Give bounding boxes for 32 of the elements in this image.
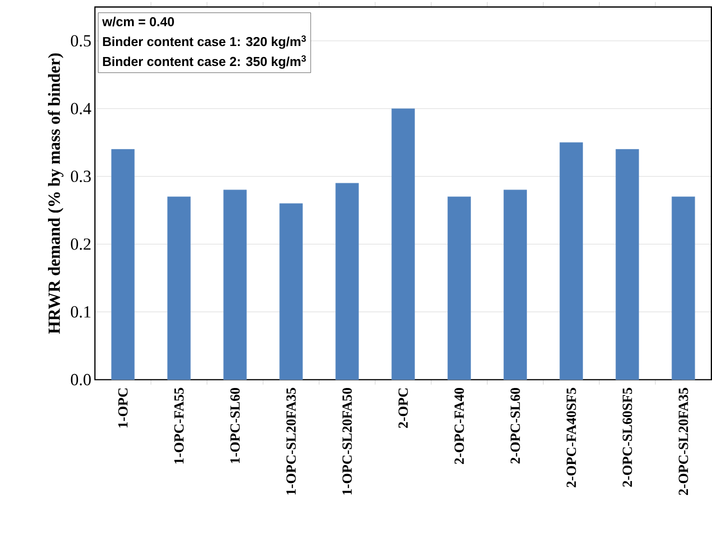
y-tick-label: 0.0 [70,374,91,386]
bar [391,108,415,380]
x-tick-label: 1-OPC-SL60 [230,388,240,464]
y-axis-title: HRWR demand (% by mass of binder) [48,54,64,334]
bar [616,149,640,380]
y-tick-label: 0.5 [70,35,91,47]
bar [448,196,471,380]
y-tick-label: 0.2 [70,238,90,250]
annotation: w/cm = 0.40 [102,16,174,27]
bar [167,196,191,380]
x-tick-label: 2-OPC-FA40SF5 [566,388,576,488]
x-tick-label: 2-OPC-SL60SF5 [622,388,632,487]
bar [335,183,359,380]
bar [111,149,135,380]
annotation: Binder content case 2: 350 kg/m$^{3}$ [103,56,306,69]
x-tick-label: 2-OPC-SL60 [510,388,520,464]
x-tick-label: 2-OPC-SL20FA35 [678,388,688,496]
x-tick-label: 1-OPC-FA55 [174,388,184,464]
annotation: Binder content case 1: 320 kg/m$^{3}$ [103,36,306,50]
x-tick-label: 2-OPC-FA40 [454,388,464,464]
x-tick-label: 2-OPC [398,388,408,428]
x-tick-label: 1-OPC-SL20FA50 [342,388,352,495]
y-tick-label: 0.3 [70,170,91,182]
y-tick-label: 0.4 [70,103,92,115]
x-tick-label: 1-OPC [118,388,128,428]
bar [560,142,583,380]
bar [279,204,303,380]
x-tick-label: 1-OPC-SL20FA35 [286,388,296,495]
bar [504,190,527,380]
y-tick-label: 0.1 [70,306,90,318]
bar [672,196,696,380]
bar [223,190,247,380]
